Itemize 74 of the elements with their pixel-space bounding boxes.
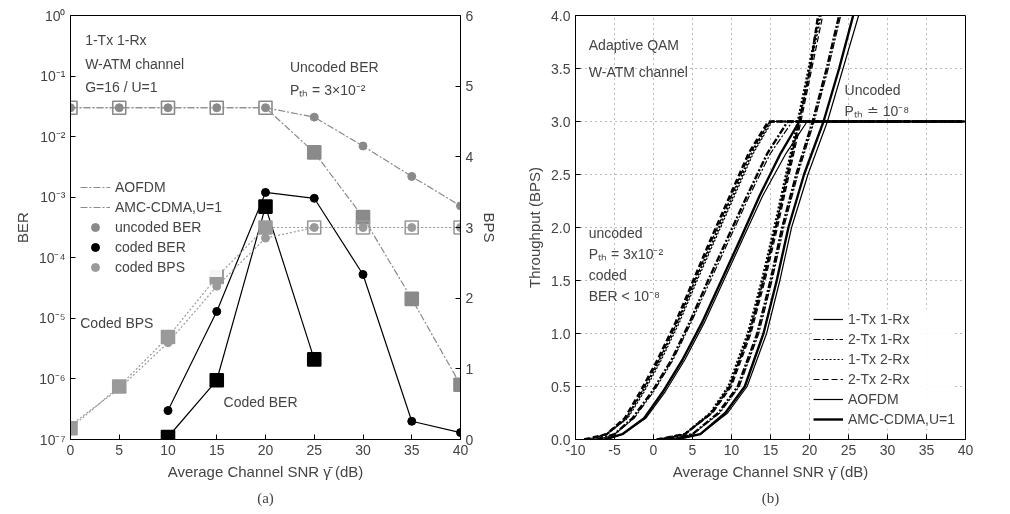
y2-axis-title: BPS bbox=[481, 212, 499, 243]
y-tick-label: 10⁻⁶ bbox=[39, 370, 66, 387]
y-tick-label: 3.0 bbox=[551, 113, 571, 130]
annotation: W-ATM channel bbox=[588, 63, 688, 80]
annotation: Pₜₕ = 3x10⁻² bbox=[588, 246, 664, 262]
y2-tick-label: 2 bbox=[465, 290, 474, 307]
annotation: AOFDM bbox=[115, 179, 166, 195]
x-tick-label: 10 bbox=[723, 441, 740, 458]
y2-tick-label: 5 bbox=[465, 78, 474, 95]
x-tick-label: 0 bbox=[649, 441, 658, 458]
y-tick-label: 3.5 bbox=[551, 60, 571, 77]
annotation: uncoded bbox=[588, 224, 643, 241]
annotation: AMC-CDMA,U=1 bbox=[115, 199, 222, 215]
x-tick-label: 25 bbox=[840, 441, 857, 458]
legend-label: 1-Tx 1-Rx bbox=[848, 311, 910, 327]
y-tick-label: 10⁻² bbox=[40, 128, 66, 145]
y-tick-label: 0.5 bbox=[551, 378, 571, 395]
annotation: Pₜₕ ≐ 10⁻⁸ bbox=[844, 102, 910, 119]
y2-tick-label: 3 bbox=[465, 219, 474, 236]
y-tick-label: 2.0 bbox=[551, 219, 571, 236]
y-tick-label: 0.0 bbox=[551, 431, 571, 448]
y-tick-label: 10⁻³ bbox=[40, 189, 66, 206]
x-tick-label: 25 bbox=[306, 441, 323, 458]
x-tick-label: 5 bbox=[115, 441, 124, 458]
text: (a) bbox=[257, 489, 274, 507]
x-tick-label: 20 bbox=[801, 441, 818, 458]
x-tick-label: 15 bbox=[762, 441, 779, 458]
annotation: Coded BPS bbox=[80, 314, 154, 331]
annotation: BER < 10⁻⁸ bbox=[588, 288, 661, 305]
y-tick-label: 1.5 bbox=[551, 272, 571, 289]
x-tick-label: -5 bbox=[608, 441, 621, 458]
annotation: Pₜₕ = 3×10⁻² bbox=[289, 82, 366, 99]
legend-label: coded BPS bbox=[115, 259, 186, 275]
y-tick-label: 10⁻¹ bbox=[40, 68, 66, 85]
y-axis-title: Throughput (BPS) bbox=[526, 167, 544, 288]
annotation: Coded BER bbox=[223, 393, 298, 410]
x-tick-label: 5 bbox=[688, 441, 697, 458]
x-tick-label: 35 bbox=[403, 441, 420, 458]
legend-label: 2-Tx 2-Rx bbox=[848, 371, 910, 387]
y-tick-label: 10⁻⁷ bbox=[39, 431, 66, 448]
x-tick-label: 40 bbox=[957, 441, 974, 458]
y-tick-label: 4.0 bbox=[551, 7, 571, 24]
y-tick-label: 1.0 bbox=[551, 325, 571, 342]
annotation: AMC-CDMA,U=1 bbox=[848, 411, 955, 427]
x-tick-label: 10 bbox=[160, 441, 176, 458]
legend-label: coded BER bbox=[115, 239, 186, 255]
y-tick-label: 2.5 bbox=[551, 166, 571, 183]
y-tick-label: 10⁻⁵ bbox=[39, 310, 66, 327]
x-tick-label: 35 bbox=[918, 441, 935, 458]
annotation: Adaptive QAM bbox=[588, 37, 680, 54]
x-tick-label: 20 bbox=[257, 441, 274, 458]
annotation: Uncoded bbox=[844, 81, 901, 98]
annotation: 1-Tx 1-Rx bbox=[85, 31, 147, 48]
annotation: coded bbox=[588, 267, 627, 284]
y2-tick-label: 6 bbox=[465, 7, 474, 24]
annotation: G=16 / U=1 bbox=[85, 79, 158, 96]
x-axis-title: Average Channel SNR γ̄ (dB) bbox=[672, 462, 869, 480]
annotation: W-ATM channel bbox=[85, 55, 185, 72]
y2-tick-label: 4 bbox=[465, 148, 474, 165]
x-tick-label: 0 bbox=[66, 441, 75, 458]
legend-label: uncoded BER bbox=[115, 219, 202, 235]
y-axis-title: BER bbox=[13, 211, 31, 243]
y-tick-label: 10⁰ bbox=[44, 7, 66, 24]
text: (b) bbox=[761, 489, 780, 507]
x-tick-label: 30 bbox=[879, 441, 896, 458]
y-tick-label: 10⁻⁴ bbox=[38, 249, 66, 266]
annotation: Uncoded BER bbox=[289, 59, 379, 76]
legend-label: 1-Tx 2-Rx bbox=[848, 351, 910, 367]
x-tick-label: 30 bbox=[355, 441, 371, 458]
x-tick-label: 15 bbox=[208, 441, 225, 458]
legend-label: 2-Tx 1-Rx bbox=[848, 331, 910, 347]
annotation: AOFDM bbox=[848, 391, 899, 407]
x-axis-title: Average Channel SNR γ̄ (dB) bbox=[167, 462, 364, 480]
y2-tick-label: 1 bbox=[465, 360, 474, 377]
